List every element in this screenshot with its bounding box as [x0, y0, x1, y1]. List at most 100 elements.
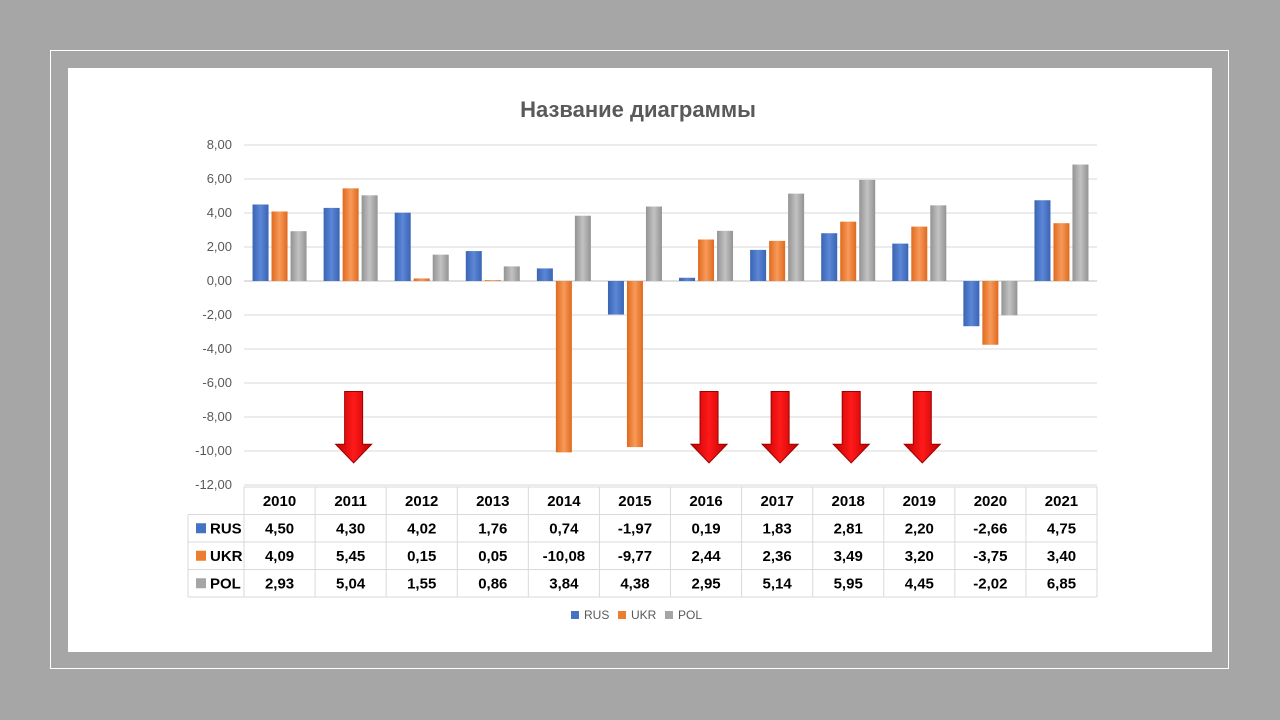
table-year-2010: 2010: [263, 493, 296, 510]
table-value-ukr-2014: -10,08: [543, 548, 586, 565]
bar-ukr-2010: [271, 211, 288, 281]
down-arrow-2016: [689, 391, 729, 464]
bar-pol-2017: [788, 193, 805, 281]
table-value-rus-2016: 0,19: [691, 520, 720, 537]
table-value-pol-2011: 5,04: [336, 575, 366, 592]
bar-ukr-2016: [698, 239, 715, 281]
bar-ukr-2017: [769, 240, 786, 281]
table-value-pol-2018: 5,95: [834, 575, 863, 592]
bar-rus-2012: [394, 212, 411, 281]
y-tick-label: -10,00: [195, 443, 232, 458]
bar-pol-2013: [503, 266, 520, 281]
table-year-2015: 2015: [618, 493, 651, 510]
table-value-pol-2010: 2,93: [265, 575, 294, 592]
legend-key-rus: [571, 611, 579, 619]
table-value-pol-2015: 4,38: [620, 575, 649, 592]
y-tick-label: -12,00: [195, 477, 232, 492]
down-arrow-2018: [832, 391, 871, 464]
table-year-2013: 2013: [476, 493, 509, 510]
bar-pol-2014: [574, 215, 591, 281]
bar-rus-2018: [821, 233, 838, 281]
bar-pol-2015: [645, 206, 662, 281]
down-arrow-2011: [334, 391, 373, 464]
table-value-pol-2019: 4,45: [905, 575, 934, 592]
bar-ukr-2012: [413, 278, 430, 281]
bar-ukr-2018: [840, 221, 857, 281]
bar-ukr-2020: [982, 281, 999, 345]
table-value-rus-2011: 4,30: [336, 520, 365, 537]
bar-rus-2021: [1034, 200, 1051, 281]
table-value-ukr-2010: 4,09: [265, 548, 294, 565]
legend-key-ukr: [618, 611, 626, 619]
down-arrow-2017: [760, 391, 800, 464]
table-value-rus-2012: 4,02: [407, 520, 436, 537]
table-value-rus-2017: 1,83: [763, 520, 792, 537]
bar-rus-2019: [892, 243, 909, 281]
table-year-2016: 2016: [689, 493, 722, 510]
table-value-ukr-2017: 2,36: [763, 548, 792, 565]
table-value-rus-2015: -1,97: [618, 520, 652, 537]
bar-ukr-2013: [484, 280, 501, 281]
table-year-2012: 2012: [405, 493, 438, 510]
table-value-ukr-2011: 5,45: [336, 548, 365, 565]
bar-rus-2020: [963, 281, 980, 327]
table-value-ukr-2015: -9,77: [618, 548, 652, 565]
y-tick-label: 2,00: [207, 239, 232, 254]
bar-rus-2014: [536, 268, 553, 281]
table-value-pol-2013: 0,86: [478, 575, 507, 592]
table-series-name: RUS: [210, 520, 242, 537]
y-tick-label: 6,00: [207, 171, 232, 186]
y-tick-label: -6,00: [202, 375, 232, 390]
table-year-2018: 2018: [832, 493, 865, 510]
table-year-2020: 2020: [974, 493, 1007, 510]
bar-pol-2020: [1001, 281, 1018, 316]
table-year-2014: 2014: [547, 493, 581, 510]
table-value-ukr-2012: 0,15: [407, 548, 436, 565]
y-tick-label: -2,00: [202, 307, 232, 322]
y-tick-label: 4,00: [207, 205, 232, 220]
y-tick-label: -8,00: [202, 409, 232, 424]
legend-label-pol: POL: [678, 608, 702, 622]
bar-pol-2011: [361, 195, 378, 281]
y-tick-label: 0,00: [207, 273, 232, 288]
table-year-2019: 2019: [903, 493, 936, 510]
bar-pol-2019: [930, 205, 947, 281]
table-value-ukr-2020: -3,75: [973, 548, 1007, 565]
table-series-name: POL: [210, 575, 241, 592]
bar-pol-2018: [859, 179, 876, 281]
table-key-pol: [196, 578, 206, 589]
table-value-rus-2019: 2,20: [905, 520, 934, 537]
table-value-pol-2017: 5,14: [763, 575, 793, 592]
bar-pol-2010: [290, 231, 307, 281]
table-value-rus-2014: 0,74: [549, 520, 579, 537]
bar-ukr-2019: [911, 226, 928, 281]
table-value-rus-2010: 4,50: [265, 520, 294, 537]
bar-ukr-2014: [555, 281, 572, 453]
table-year-2011: 2011: [334, 493, 367, 510]
table-value-pol-2012: 1,55: [407, 575, 436, 592]
table-key-rus: [196, 523, 206, 534]
table-value-ukr-2018: 3,49: [834, 548, 863, 565]
legend-key-pol: [665, 611, 673, 619]
table-year-2017: 2017: [760, 493, 793, 510]
chart-title: Название диаграммы: [520, 97, 756, 122]
slide-frame: [50, 50, 1229, 669]
table-series-name: UKR: [210, 548, 243, 565]
bar-pol-2016: [717, 230, 734, 281]
table-key-ukr: [196, 550, 206, 561]
table-value-rus-2021: 4,75: [1047, 520, 1076, 537]
bar-rus-2015: [607, 281, 624, 315]
bar-pol-2012: [432, 254, 449, 281]
table-value-pol-2014: 3,84: [549, 575, 579, 592]
bar-rus-2013: [465, 251, 482, 281]
table-value-pol-2016: 2,95: [691, 575, 720, 592]
table-value-pol-2020: -2,02: [973, 575, 1007, 592]
table-value-rus-2018: 2,81: [834, 520, 863, 537]
y-tick-label: 8,00: [207, 137, 232, 152]
bar-ukr-2015: [626, 281, 643, 448]
bar-rus-2011: [323, 207, 340, 281]
table-value-ukr-2013: 0,05: [478, 548, 507, 565]
bar-rus-2016: [679, 277, 696, 281]
bar-rus-2010: [252, 204, 269, 281]
